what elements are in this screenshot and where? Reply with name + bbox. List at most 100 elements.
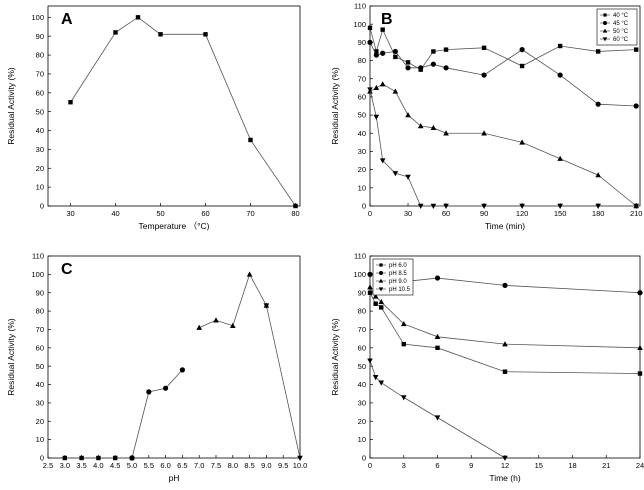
data-point [203, 32, 208, 37]
data-point [435, 345, 440, 351]
x-axis-label: Time (h) [489, 473, 520, 483]
data-point [519, 139, 525, 145]
series-line [131, 369, 183, 459]
y-tick-label: 80 [358, 307, 366, 316]
y-tick-label: 20 [36, 164, 44, 173]
data-point [633, 103, 639, 109]
y-tick-label: 110 [354, 252, 366, 261]
x-tick-label: 4.0 [93, 461, 103, 470]
y-tick-label: 30 [36, 399, 44, 408]
data-point [372, 375, 379, 381]
y-tick-label: 50 [358, 111, 366, 120]
y-tick-label: 40 [36, 126, 44, 135]
x-axis-label: Temperature （°C) [139, 221, 210, 231]
y-tick-label: 40 [36, 380, 44, 389]
y-tick-label: 80 [36, 51, 44, 60]
series-buffer-2 [129, 367, 185, 461]
x-tick-label: 12 [501, 461, 509, 470]
legend-marker [603, 13, 607, 17]
legend-marker [379, 263, 383, 267]
x-tick-label: 210 [630, 209, 643, 218]
data-point [502, 369, 508, 374]
data-point [379, 158, 386, 164]
data-point [135, 15, 141, 20]
data-point [379, 305, 384, 310]
data-point [113, 455, 118, 461]
legend-entry: 50 °C [613, 29, 629, 35]
data-point [430, 203, 437, 209]
x-tick-label: 8.0 [228, 461, 238, 470]
data-point [113, 30, 118, 35]
series-ph-10-5 [367, 358, 508, 461]
y-tick-label: 100 [31, 13, 44, 22]
x-tick-label: 18 [568, 461, 576, 470]
series-ph-6-0 [367, 290, 643, 376]
x-tick-label: 7.0 [194, 461, 204, 470]
legend-entry: 45 °C [613, 21, 629, 27]
x-tick-label: 6 [435, 461, 439, 470]
x-tick-label: 7.5 [211, 461, 221, 470]
data-point [230, 322, 236, 328]
data-point [637, 290, 643, 296]
data-point [481, 72, 487, 78]
y-tick-label: 50 [358, 362, 366, 371]
data-point [373, 52, 379, 58]
data-point [367, 25, 373, 31]
data-point [373, 84, 380, 91]
x-tick-label: 9.0 [261, 461, 271, 470]
x-tick-label: 3 [402, 461, 406, 470]
y-tick-label: 30 [358, 399, 366, 408]
legend-marker [603, 21, 607, 25]
x-tick-label: 30 [66, 209, 74, 218]
x-tick-label: 10.0 [293, 461, 308, 470]
data-point [367, 271, 373, 277]
y-tick-label: 60 [36, 88, 44, 97]
data-point [595, 172, 601, 178]
data-point [62, 455, 67, 461]
data-point [179, 367, 185, 373]
data-point [392, 171, 399, 177]
data-point [481, 45, 487, 51]
data-point [400, 395, 407, 401]
data-point [481, 130, 487, 136]
x-tick-label: 60 [442, 209, 450, 218]
data-point [405, 60, 411, 65]
x-tick-label: 40 [111, 209, 119, 218]
x-tick-label: 90 [480, 209, 488, 218]
data-point [393, 54, 398, 60]
x-tick-label: 21 [602, 461, 610, 470]
data-point [367, 358, 373, 364]
data-point [380, 50, 386, 56]
data-point [434, 275, 441, 281]
series-line [70, 16, 296, 207]
data-point [158, 32, 163, 37]
chart-panel-c: 0 10 20 30 40 50 60 70 80 90 100 110 2.5 3.0 3.5 4.0 4.5… [6, 252, 307, 483]
x-tick-label: 0 [368, 461, 372, 470]
x-tick-label: 50 [156, 209, 164, 218]
y-axis-label: Residual Activity (%) [6, 318, 16, 396]
panel-label: B [381, 11, 393, 28]
x-tick-label: 70 [246, 209, 254, 218]
data-point [443, 130, 449, 136]
x-tick-label: 80 [291, 209, 299, 218]
y-tick-label: 20 [358, 417, 366, 426]
chart-panel-a: 0 10 20 30 40 50 60 70 80 90 100 30 40 50 60 70 80 Temper… [6, 5, 301, 231]
x-tick-label: 120 [516, 209, 529, 218]
data-point [263, 303, 270, 309]
legend: pH 6.0 pH 8.5 pH 9.0 pH 10.5 [372, 258, 414, 296]
x-tick-label: 3.5 [76, 461, 86, 470]
x-tick-label: 6.5 [177, 461, 187, 470]
y-tick-label: 70 [358, 74, 366, 83]
data-point [400, 320, 407, 327]
data-point [374, 49, 379, 54]
legend: 40 °C 45 °C 50 °C 60 °C [596, 8, 638, 46]
y-tick-label: 100 [353, 270, 366, 279]
x-tick-label: 2.5 [43, 461, 53, 470]
y-tick-label: 40 [358, 129, 366, 138]
data-point [519, 63, 525, 69]
series-activity [68, 15, 298, 209]
panel-label: A [61, 11, 73, 28]
x-tick-label: 0 [368, 209, 372, 218]
x-tick-label: 5.5 [144, 461, 154, 470]
x-tick-label: 3.0 [60, 461, 70, 470]
